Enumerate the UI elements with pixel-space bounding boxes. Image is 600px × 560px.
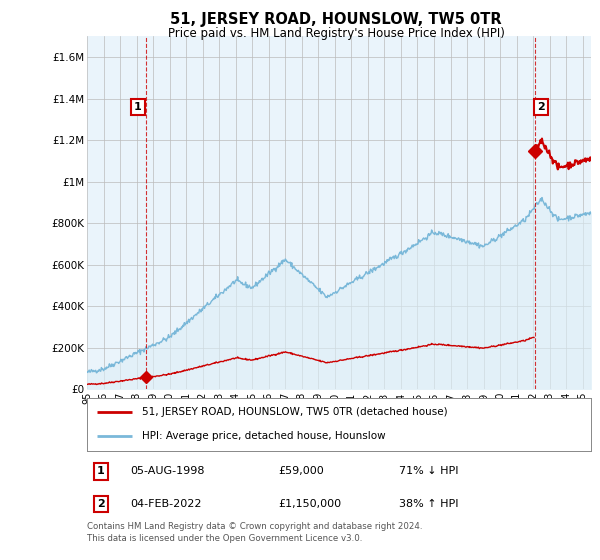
Text: 2: 2 (97, 499, 105, 509)
Text: £59,000: £59,000 (278, 466, 324, 477)
Text: HPI: Average price, detached house, Hounslow: HPI: Average price, detached house, Houn… (142, 431, 386, 441)
Text: £1,150,000: £1,150,000 (278, 499, 341, 509)
Text: 71% ↓ HPI: 71% ↓ HPI (400, 466, 459, 477)
Text: 51, JERSEY ROAD, HOUNSLOW, TW5 0TR (detached house): 51, JERSEY ROAD, HOUNSLOW, TW5 0TR (deta… (142, 407, 448, 417)
Text: 2: 2 (537, 102, 545, 112)
Text: 38% ↑ HPI: 38% ↑ HPI (400, 499, 459, 509)
Text: Price paid vs. HM Land Registry's House Price Index (HPI): Price paid vs. HM Land Registry's House … (167, 27, 505, 40)
Text: 51, JERSEY ROAD, HOUNSLOW, TW5 0TR: 51, JERSEY ROAD, HOUNSLOW, TW5 0TR (170, 12, 502, 27)
Text: Contains HM Land Registry data © Crown copyright and database right 2024.
This d: Contains HM Land Registry data © Crown c… (87, 522, 422, 543)
Text: 05-AUG-1998: 05-AUG-1998 (130, 466, 205, 477)
Text: 1: 1 (134, 102, 142, 112)
Text: 04-FEB-2022: 04-FEB-2022 (130, 499, 202, 509)
Text: 1: 1 (97, 466, 105, 477)
